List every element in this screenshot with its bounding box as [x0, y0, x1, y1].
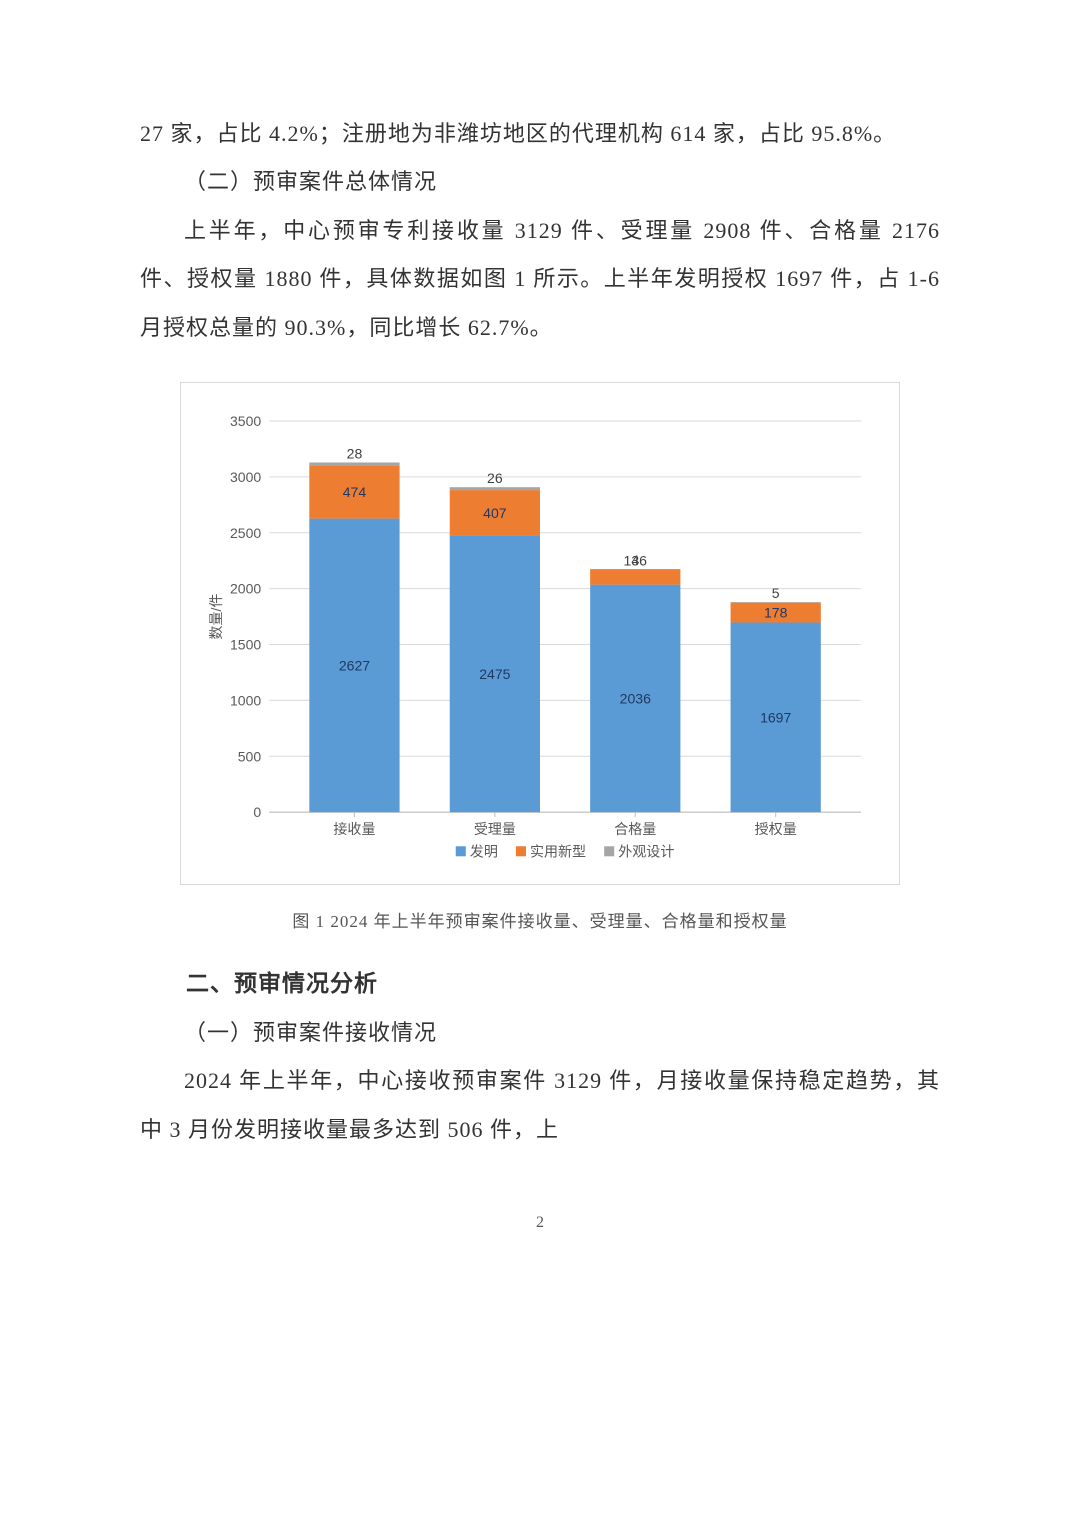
svg-text:实用新型: 实用新型: [530, 843, 586, 859]
svg-text:474: 474: [343, 484, 367, 500]
document-page: 27 家，占比 4.2%；注册地为非潍坊地区的代理机构 614 家，占比 95.…: [0, 0, 1080, 1292]
svg-text:2627: 2627: [339, 657, 370, 673]
svg-text:500: 500: [238, 748, 262, 764]
paragraph-1: 27 家，占比 4.2%；注册地为非潍坊地区的代理机构 614 家，占比 95.…: [140, 110, 940, 158]
svg-text:外观设计: 外观设计: [618, 843, 674, 859]
heading-2: 二、预审情况分析: [140, 958, 940, 1009]
paragraph-3: 2024 年上半年，中心接收预审案件 3129 件，月接收量保持稳定趋势，其中 …: [140, 1057, 940, 1154]
svg-text:合格量: 合格量: [614, 821, 656, 837]
svg-text:2000: 2000: [230, 581, 261, 597]
svg-text:授权量: 授权量: [755, 821, 797, 837]
svg-text:受理量: 受理量: [474, 821, 516, 837]
paragraph-2: 上半年，中心预审专利接收量 3129 件、受理量 2908 件、合格量 2176…: [140, 207, 940, 352]
svg-text:26: 26: [487, 470, 503, 486]
svg-text:4: 4: [631, 552, 639, 568]
svg-text:1697: 1697: [760, 709, 791, 725]
svg-text:接收量: 接收量: [333, 821, 375, 837]
svg-text:数量/件: 数量/件: [208, 594, 224, 640]
figure-1-caption: 图 1 2024 年上半年预审案件接收量、受理量、合格量和授权量: [140, 907, 940, 932]
svg-text:1500: 1500: [230, 637, 261, 653]
svg-text:178: 178: [764, 605, 788, 621]
page-number: 2: [140, 1214, 940, 1232]
svg-text:5: 5: [772, 585, 780, 601]
svg-text:407: 407: [483, 505, 507, 521]
svg-text:2036: 2036: [620, 690, 651, 706]
svg-text:2500: 2500: [230, 525, 261, 541]
svg-text:0: 0: [253, 804, 261, 820]
svg-text:1000: 1000: [230, 692, 261, 708]
figure-1-container: 0 500 1000 1500 2000 2500 3000 3500 数量/件 2627 474 2…: [180, 382, 900, 885]
figure-1-chart: 0 500 1000 1500 2000 2500 3000 3500 数量/件 2627 474 2…: [199, 411, 881, 872]
svg-text:2475: 2475: [479, 666, 510, 682]
subheading-1: （二）预审案件总体情况: [140, 158, 940, 206]
svg-text:28: 28: [347, 445, 363, 461]
svg-text:3000: 3000: [230, 469, 261, 485]
subheading-2: （一）预审案件接收情况: [140, 1009, 940, 1057]
svg-text:发明: 发明: [470, 843, 498, 859]
svg-text:3500: 3500: [230, 413, 261, 429]
